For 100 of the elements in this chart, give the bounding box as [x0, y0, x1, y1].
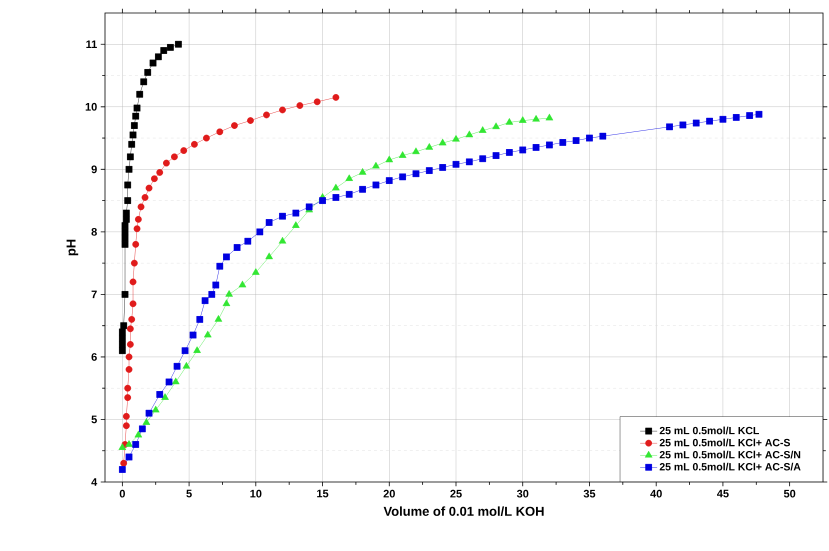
point: [182, 362, 190, 369]
point: [466, 158, 473, 166]
point: [252, 268, 260, 275]
point: [120, 322, 128, 330]
point: [130, 260, 138, 267]
point: [732, 114, 740, 121]
y-tick-label: 5: [91, 416, 97, 424]
point: [208, 291, 216, 298]
point: [128, 140, 136, 148]
point: [559, 139, 566, 146]
point: [492, 122, 500, 130]
point: [134, 225, 140, 232]
point: [492, 152, 500, 159]
y-tick-label: 8: [91, 228, 97, 236]
point: [118, 328, 126, 336]
point: [292, 221, 300, 228]
point: [154, 53, 162, 60]
point: [244, 238, 252, 245]
legend-label: 25 mL 0.5mol/L KCl+ AC-S: [660, 438, 790, 446]
point: [222, 299, 230, 306]
point: [122, 291, 128, 298]
point: [180, 147, 188, 154]
y-axis-title: pH: [66, 240, 78, 256]
point: [132, 112, 140, 120]
x-tick-label: 40: [650, 490, 662, 498]
point: [193, 346, 201, 353]
point: [756, 110, 762, 118]
point: [122, 228, 128, 236]
x-tick-label: 25: [450, 490, 462, 498]
y-tick-label: 7: [92, 290, 97, 298]
point: [746, 112, 753, 119]
point: [238, 280, 246, 288]
point: [319, 197, 326, 204]
point: [266, 219, 273, 226]
point: [118, 341, 126, 348]
point: [332, 94, 340, 101]
point: [122, 222, 128, 229]
point: [412, 147, 420, 154]
point: [478, 126, 487, 133]
point: [196, 316, 204, 323]
point: [706, 118, 713, 125]
point: [426, 167, 433, 174]
x-tick-label: 45: [716, 490, 729, 498]
point: [142, 418, 150, 425]
x-tick-label: 50: [784, 490, 796, 498]
point: [134, 430, 142, 438]
point: [130, 300, 136, 308]
point: [126, 153, 134, 160]
point: [203, 134, 210, 142]
point: [126, 166, 132, 173]
point: [372, 182, 380, 188]
point: [126, 341, 134, 348]
point: [438, 138, 446, 146]
point: [130, 122, 138, 129]
point: [692, 120, 700, 126]
point: [118, 466, 126, 473]
point: [150, 175, 158, 182]
point: [385, 156, 394, 162]
y-tick-label: 4: [91, 478, 98, 486]
point: [191, 140, 198, 148]
x-tick-label: 20: [384, 490, 395, 498]
point: [132, 240, 140, 248]
legend-label: 25 mL 0.5mol/L KCl+ AC-S/A: [660, 462, 801, 471]
point: [479, 155, 486, 162]
point: [214, 315, 222, 322]
point: [586, 134, 593, 142]
point: [247, 117, 254, 124]
point: [452, 160, 460, 168]
point: [216, 128, 224, 136]
point: [166, 378, 172, 386]
y-tick-label: 11: [86, 40, 97, 48]
point: [452, 134, 460, 142]
point: [156, 391, 164, 398]
point: [314, 98, 321, 106]
x-tick-label: 15: [317, 490, 328, 498]
point: [125, 440, 133, 447]
point: [120, 460, 128, 467]
point: [532, 114, 540, 122]
point: [412, 170, 420, 178]
point: [263, 112, 270, 118]
x-tick-label: 35: [584, 490, 596, 498]
point: [171, 153, 178, 160]
point: [172, 378, 180, 384]
point: [144, 69, 152, 76]
point: [204, 330, 212, 338]
point: [332, 184, 340, 190]
point: [231, 122, 238, 129]
point: [506, 118, 514, 125]
y-tick-label: 9: [92, 165, 97, 174]
point: [212, 282, 220, 288]
point: [136, 90, 144, 98]
point: [345, 174, 354, 182]
point: [167, 44, 174, 51]
point: [532, 144, 540, 151]
point: [156, 169, 164, 176]
point: [546, 142, 553, 148]
point: [122, 234, 128, 242]
point: [572, 137, 580, 144]
point: [122, 210, 130, 216]
point: [278, 236, 286, 244]
